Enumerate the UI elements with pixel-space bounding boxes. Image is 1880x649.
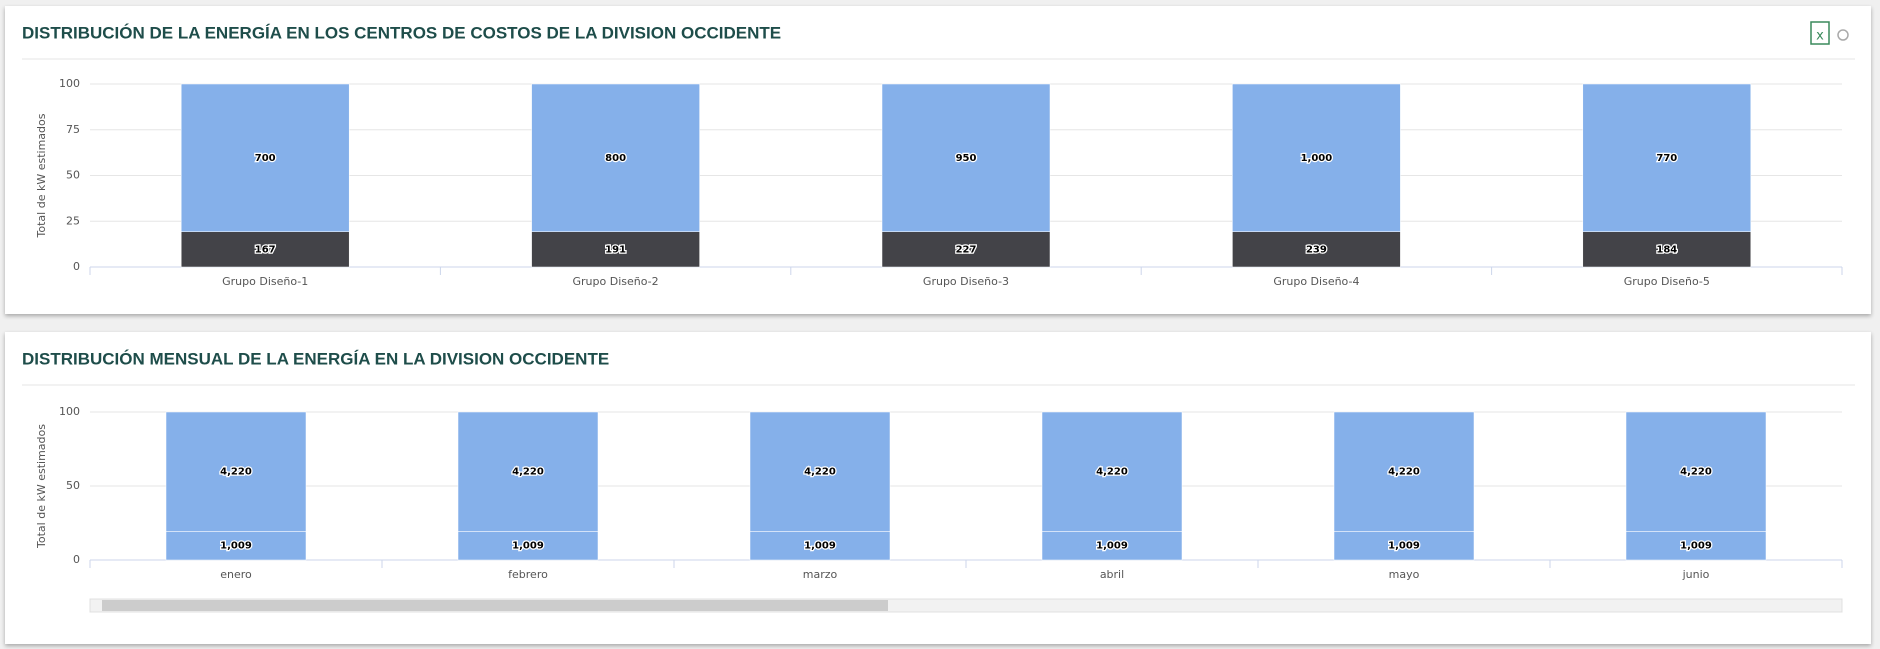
bar-segment: [881, 231, 1051, 268]
data-label: 950: [956, 153, 977, 164]
data-label: 700: [255, 153, 276, 164]
data-label: 800: [605, 153, 626, 164]
bar-segment: [749, 411, 891, 532]
y-axis-label: Total de kW estimados: [35, 424, 48, 549]
y-tick-label: 0: [73, 260, 80, 273]
data-label: 4,220: [220, 467, 252, 478]
y-tick-label: 50: [66, 169, 80, 182]
x-tick-label: mayo: [1389, 568, 1420, 581]
data-label: 770: [1656, 153, 1677, 164]
x-tick-label: marzo: [803, 568, 838, 581]
bar-segment: [457, 411, 599, 532]
bar-segment: [1232, 231, 1401, 268]
bar-segment: [180, 83, 350, 233]
bar-segment: [1333, 411, 1475, 532]
bar-segment: [1625, 531, 1767, 561]
x-tick-label: Grupo Diseño-5: [1624, 275, 1710, 288]
panel: DISTRIBUCIÓN MENSUAL DE LA ENERGÍA EN LA…: [5, 332, 1871, 644]
bar-segment: [1582, 231, 1752, 268]
x-tick-label: Grupo Diseño-1: [222, 275, 308, 288]
bar-segment: [1333, 531, 1475, 561]
data-label: 227: [956, 244, 977, 255]
data-label: 1,009: [1680, 541, 1712, 552]
data-label: 1,009: [512, 541, 544, 552]
x-tick-label: Grupo Diseño-2: [573, 275, 659, 288]
chart-title: DISTRIBUCIÓN DE LA ENERGÍA EN LOS CENTRO…: [22, 23, 781, 42]
y-tick-label: 0: [73, 553, 80, 566]
bar-segment: [1232, 83, 1401, 232]
svg-text:x: x: [1816, 29, 1824, 44]
x-tick-label: Grupo Diseño-4: [1273, 275, 1359, 288]
bar-segment: [531, 83, 700, 232]
y-tick-label: 25: [66, 214, 80, 227]
x-tick-label: enero: [220, 568, 252, 581]
bar-segment: [1041, 411, 1183, 532]
data-label: 1,009: [220, 541, 252, 552]
bar-segment: [165, 411, 307, 532]
data-label: 1,009: [1388, 541, 1420, 552]
data-label: 167: [255, 244, 276, 255]
chart-title: DISTRIBUCIÓN MENSUAL DE LA ENERGÍA EN LA…: [22, 349, 609, 368]
y-tick-label: 100: [59, 405, 80, 418]
x-tick-label: febrero: [508, 568, 548, 581]
panel: x DISTRIBUCIÓN DE LA ENERGÍA EN LOS CENT…: [5, 6, 1871, 314]
bar-segment: [165, 531, 307, 561]
data-label: 4,220: [804, 467, 836, 478]
bar-segment: [749, 531, 891, 561]
refresh-icon[interactable]: [1837, 29, 1849, 41]
data-label: 4,220: [512, 467, 544, 478]
bar-segment: [1582, 83, 1752, 232]
data-label: 191: [605, 244, 626, 255]
x-tick-label: Grupo Diseño-3: [923, 275, 1009, 288]
chart: x DISTRIBUCIÓN DE LA ENERGÍA EN LOS CENT…: [22, 21, 1855, 288]
scrollbar[interactable]: [89, 598, 1843, 613]
y-tick-label: 75: [66, 123, 80, 136]
excel-icon[interactable]: x: [1810, 21, 1830, 45]
bar-segment: [1625, 411, 1767, 532]
x-tick-label: abril: [1100, 568, 1124, 581]
data-label: 4,220: [1680, 467, 1712, 478]
bar-segment: [180, 231, 350, 268]
y-tick-label: 100: [59, 77, 80, 90]
data-label: 1,000: [1301, 153, 1333, 164]
x-tick-label: junio: [1682, 568, 1710, 581]
data-label: 4,220: [1096, 467, 1128, 478]
chart: DISTRIBUCIÓN MENSUAL DE LA ENERGÍA EN LA…: [22, 349, 1855, 613]
data-label: 4,220: [1388, 467, 1420, 478]
bar-segment: [1041, 531, 1183, 561]
data-label: 184: [1656, 244, 1677, 255]
data-label: 1,009: [1096, 541, 1128, 552]
bar-segment: [457, 531, 599, 561]
data-label: 239: [1306, 244, 1327, 255]
bar-segment: [881, 83, 1051, 232]
y-tick-label: 50: [66, 479, 80, 492]
y-axis-label: Total de kW estimados: [35, 113, 48, 238]
data-label: 1,009: [804, 541, 836, 552]
